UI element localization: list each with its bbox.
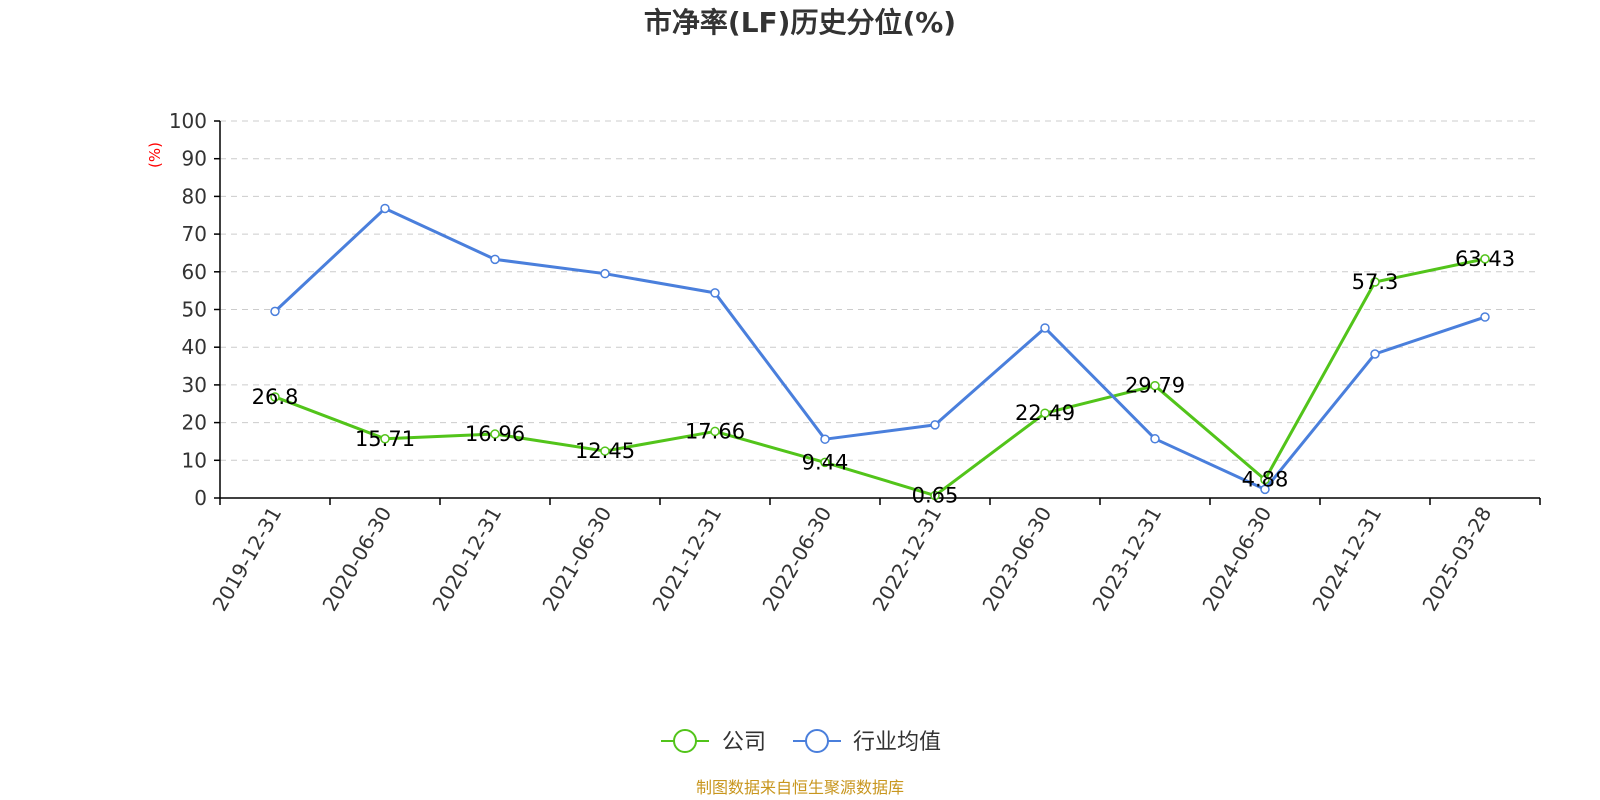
point-0-6 xyxy=(930,490,940,501)
point-0-3 xyxy=(600,446,610,456)
x-tick-label-2025-03-28: 2025-03-28 xyxy=(1417,503,1496,616)
series-company xyxy=(270,254,1490,501)
source-note: 制图数据来自恒生聚源数据库 xyxy=(696,778,904,797)
point-1-4 xyxy=(710,288,720,298)
y-tick-label-70: 70 xyxy=(182,222,207,246)
point-0-2 xyxy=(490,429,500,439)
x-tick-label-2023-06-30: 2023-06-30 xyxy=(977,503,1056,616)
chart-title: 市净率(LF)历史分位(%) xyxy=(644,6,956,39)
data-label-2: 16.96 xyxy=(465,422,525,446)
point-0-4 xyxy=(710,426,720,437)
data-label-9: 4.88 xyxy=(1242,468,1289,492)
x-tick-label-2019-12-31: 2019-12-31 xyxy=(207,503,286,616)
legend-marker-0 xyxy=(673,729,697,753)
point-0-1 xyxy=(380,434,390,444)
x-tick-label-2022-06-30: 2022-06-30 xyxy=(757,503,836,616)
y-tick-label-20: 20 xyxy=(182,411,207,435)
y-tick-label-40: 40 xyxy=(182,335,207,359)
data-label-5: 9.44 xyxy=(802,450,849,474)
legend-label-1: 行业均值 xyxy=(853,730,941,755)
point-0-0 xyxy=(270,392,280,402)
data-label-11: 63.43 xyxy=(1455,247,1515,271)
legend-label-0: 公司 xyxy=(722,730,766,755)
y-tick-label-100: 100 xyxy=(169,109,207,133)
point-1-5 xyxy=(820,434,830,444)
point-1-11 xyxy=(1480,312,1490,322)
y-tick-label-10: 10 xyxy=(182,448,207,472)
data-label-4: 17.66 xyxy=(685,419,745,443)
series-line-1 xyxy=(273,206,1486,491)
x-tick-label-2024-06-30: 2024-06-30 xyxy=(1197,503,1276,616)
data-label-8: 29.79 xyxy=(1125,374,1185,398)
point-0-11 xyxy=(1480,254,1490,264)
point-1-7 xyxy=(1040,323,1050,333)
y-tick-label-90: 90 xyxy=(182,147,207,171)
data-label-10: 57.3 xyxy=(1352,270,1399,294)
point-1-2 xyxy=(490,254,500,265)
point-0-7 xyxy=(1040,408,1050,418)
y-tick-label-30: 30 xyxy=(182,373,207,397)
series-line-0 xyxy=(274,257,1486,498)
legend-marker-1 xyxy=(805,729,829,753)
x-tick-label-2021-06-30: 2021-06-30 xyxy=(537,503,616,616)
data-labels: 26.8 15.71 16.96 12.45 17.66 9.44 0.65 22.49 29.… xyxy=(252,247,1515,508)
point-0-9 xyxy=(1260,474,1270,485)
x-tick-label-2021-12-31: 2021-12-31 xyxy=(647,503,726,616)
y-tick-label-0: 0 xyxy=(194,486,207,510)
point-1-9 xyxy=(1260,484,1270,495)
data-label-3: 12.45 xyxy=(575,439,635,463)
point-1-8 xyxy=(1150,434,1160,444)
point-1-6 xyxy=(930,420,940,430)
point-0-5 xyxy=(820,457,830,468)
grid-lines xyxy=(220,120,1540,461)
point-1-0 xyxy=(270,306,280,317)
axes: 0 10 20 30 40 50 60 70 80 90 100 2019-12-31 2020-06-… xyxy=(169,109,1541,616)
y-tick-label-80: 80 xyxy=(182,184,207,208)
point-1-3 xyxy=(600,268,610,279)
series-layer xyxy=(270,203,1490,501)
point-0-8 xyxy=(1150,380,1160,391)
point-1-1 xyxy=(380,203,390,214)
data-label-6: 0.65 xyxy=(912,484,959,508)
data-label-7: 22.49 xyxy=(1015,401,1075,425)
x-tick-label-2020-06-30: 2020-06-30 xyxy=(317,503,396,616)
x-tick-label-2024-12-31: 2024-12-31 xyxy=(1307,503,1386,616)
legend-item-1[interactable]: 行业均值 xyxy=(793,729,941,755)
x-tick-label-2023-12-31: 2023-12-31 xyxy=(1087,503,1166,616)
point-0-10 xyxy=(1370,277,1380,287)
legend[interactable]: 公司 行业均值 xyxy=(661,729,941,755)
y-tick-label-60: 60 xyxy=(182,260,207,284)
point-1-10 xyxy=(1370,349,1380,359)
series-industry-avg xyxy=(270,203,1490,495)
data-label-0: 26.8 xyxy=(252,385,299,409)
y-tick-label-50: 50 xyxy=(182,298,207,322)
x-tick-label-2022-12-31: 2022-12-31 xyxy=(867,503,946,616)
x-tick-label-2020-12-31: 2020-12-31 xyxy=(427,503,506,616)
legend-item-0[interactable]: 公司 xyxy=(661,729,766,755)
data-label-1: 15.71 xyxy=(355,427,415,451)
y-axis-label: (%) xyxy=(146,142,164,168)
